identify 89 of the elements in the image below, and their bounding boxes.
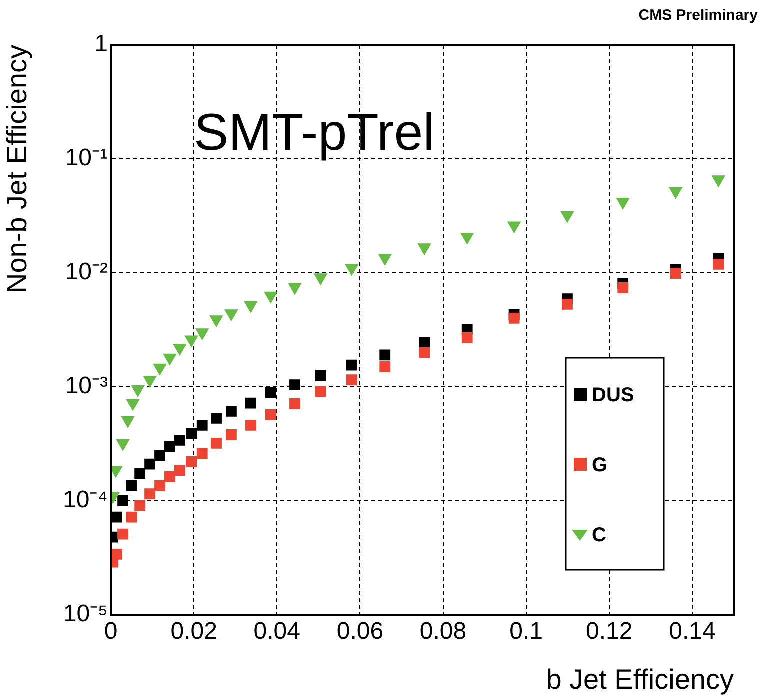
point xyxy=(264,292,278,304)
point xyxy=(290,380,300,391)
point xyxy=(174,465,186,476)
x-tick-label: 0.06 xyxy=(336,618,384,646)
point xyxy=(380,350,391,361)
point xyxy=(562,298,573,310)
point xyxy=(345,264,358,276)
point xyxy=(163,354,177,366)
point xyxy=(164,471,176,482)
point xyxy=(134,500,146,512)
point xyxy=(713,258,724,270)
point xyxy=(174,434,186,446)
y-tick-label: 10⁻³ xyxy=(65,372,108,400)
text: SMT-pTrel xyxy=(194,104,435,162)
y-tick-label: 10⁻¹ xyxy=(65,144,108,172)
point xyxy=(616,198,630,210)
point xyxy=(126,512,138,523)
y-tick-label: 1 xyxy=(94,30,108,58)
point xyxy=(315,370,326,382)
point xyxy=(186,456,198,468)
y-tick-label: 10⁻² xyxy=(65,258,108,286)
point xyxy=(315,386,326,398)
point xyxy=(118,528,128,540)
legend-label: G xyxy=(592,454,608,477)
point xyxy=(121,416,135,428)
point xyxy=(210,316,224,328)
point xyxy=(246,398,256,409)
point xyxy=(154,480,166,492)
x-tick-label: 0.04 xyxy=(254,618,300,646)
x-axis-title: b Jet Efficiency xyxy=(546,664,734,695)
point xyxy=(126,399,140,411)
point xyxy=(134,468,146,480)
point xyxy=(290,398,300,410)
legend-label: DUS xyxy=(592,384,634,407)
point xyxy=(226,429,237,440)
point xyxy=(419,347,430,358)
point xyxy=(144,458,156,470)
point xyxy=(265,409,276,420)
point xyxy=(418,244,432,256)
point xyxy=(618,282,629,294)
point xyxy=(185,336,198,348)
point xyxy=(314,274,328,286)
point xyxy=(131,386,145,398)
point xyxy=(126,480,138,492)
point xyxy=(186,428,198,440)
point xyxy=(111,548,122,560)
x-tick-label: 0.02 xyxy=(170,618,218,646)
point xyxy=(346,374,358,386)
point xyxy=(712,176,726,188)
point xyxy=(288,283,302,295)
point xyxy=(346,360,358,371)
point xyxy=(173,344,187,356)
point xyxy=(143,376,157,388)
point xyxy=(460,232,474,244)
point xyxy=(508,312,520,324)
x-tick-label: 0.08 xyxy=(420,618,467,646)
point xyxy=(669,187,682,199)
point xyxy=(246,420,256,431)
point xyxy=(196,420,208,431)
y-axis-title: Non-b Jet Efficiency xyxy=(2,45,33,294)
point xyxy=(211,412,222,424)
point xyxy=(118,496,128,506)
point xyxy=(419,337,430,348)
point xyxy=(226,406,237,417)
point xyxy=(196,448,208,460)
point xyxy=(508,222,521,234)
point xyxy=(164,441,176,452)
point xyxy=(378,254,392,266)
text: CMS Preliminary xyxy=(638,7,759,24)
legend-label: C xyxy=(592,524,606,547)
point xyxy=(224,310,238,322)
x-tick-label: 0.1 xyxy=(510,618,544,646)
point xyxy=(144,488,156,500)
point xyxy=(462,332,473,344)
point xyxy=(380,361,391,372)
point xyxy=(670,268,682,279)
x-tick-label: 0.12 xyxy=(586,618,633,646)
x-tick-label: 0.14 xyxy=(669,618,716,646)
point xyxy=(153,364,167,376)
point xyxy=(154,450,166,462)
x-tick-label: 0 xyxy=(104,618,118,646)
point xyxy=(244,301,258,313)
point xyxy=(211,438,222,449)
point xyxy=(560,211,574,223)
y-tick-label: 10⁻⁴ xyxy=(62,486,108,514)
point xyxy=(196,328,209,340)
point xyxy=(265,387,276,398)
point xyxy=(116,439,130,451)
point xyxy=(111,512,122,523)
